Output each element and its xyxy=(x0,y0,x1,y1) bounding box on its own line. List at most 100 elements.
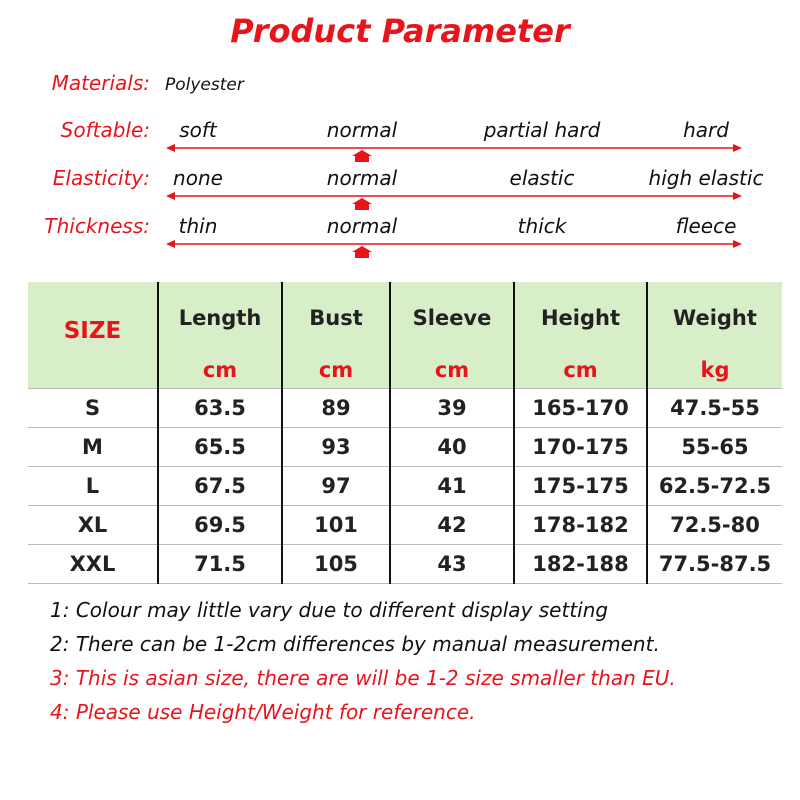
cell: 40 xyxy=(389,427,514,467)
scale-label: Softable: xyxy=(60,118,150,142)
scale-option: fleece xyxy=(675,214,737,238)
cell-text: M xyxy=(82,435,103,459)
cell: 43 xyxy=(389,544,514,584)
marker xyxy=(352,150,372,162)
cell-text: 165-170 xyxy=(532,396,629,420)
cell-text: 40 xyxy=(437,435,467,459)
note: 4: Please use Height/Weight for referenc… xyxy=(50,700,476,724)
header-cell: Sleeve xyxy=(412,306,492,330)
unit-cell: cm xyxy=(563,358,598,382)
scale-label: Thickness: xyxy=(44,214,150,238)
row: S 63.5 89 39 165-170 47.5-55 xyxy=(28,388,782,428)
cell: 170-175 xyxy=(513,427,647,467)
note: 2: There can be 1-2cm differences by man… xyxy=(50,632,660,656)
title: Product Parameter xyxy=(230,12,570,50)
header-row: SIZE Length cm Bust cm Sleeve cm Height cm Weight… xyxy=(28,282,782,389)
cell-text: 47.5-55 xyxy=(670,396,760,420)
cell-text: 178-182 xyxy=(532,513,629,537)
cell: 165-170 xyxy=(513,388,647,428)
cell: 97 xyxy=(281,466,390,506)
scale-option: high elastic xyxy=(648,166,764,190)
header-cell: Length xyxy=(178,306,262,330)
cell-text: 69.5 xyxy=(194,513,246,537)
cell-text: 182-188 xyxy=(532,552,629,576)
row: XXL 71.5 105 43 182-188 77.5-87.5 xyxy=(28,544,782,584)
cell: 182-188 xyxy=(513,544,647,584)
unit-cell: cm xyxy=(202,358,238,382)
scale-option: thick xyxy=(517,214,567,238)
cell: XXL xyxy=(28,544,158,584)
materials-label: Materials: xyxy=(51,71,150,95)
unit-cell: kg xyxy=(700,358,730,382)
cell: 105 xyxy=(281,544,390,584)
cell-text: 97 xyxy=(321,474,351,498)
cell-text: XXL xyxy=(69,552,116,576)
cell-text: 39 xyxy=(437,396,467,420)
cell-text: S xyxy=(84,396,101,420)
cell: 67.5 xyxy=(157,466,282,506)
scale-option: soft xyxy=(179,118,217,142)
cell: 93 xyxy=(281,427,390,467)
cell-text: L xyxy=(85,474,100,498)
unit-cell: cm xyxy=(318,358,354,382)
row: M 65.5 93 40 170-175 55-65 xyxy=(28,427,782,467)
cell-text: 101 xyxy=(314,513,358,537)
cell: 41 xyxy=(389,466,514,506)
cell-text: 65.5 xyxy=(194,435,246,459)
scale-label: Elasticity: xyxy=(52,166,150,190)
cell: M xyxy=(28,427,158,467)
cell: 89 xyxy=(281,388,390,428)
scale-lines xyxy=(166,144,742,258)
cell: 65.5 xyxy=(157,427,282,467)
cell: 55-65 xyxy=(646,427,782,467)
header-cell: SIZE xyxy=(63,318,122,344)
cell: 42 xyxy=(389,505,514,545)
materials-value: Polyester xyxy=(165,75,244,95)
scale-option: partial hard xyxy=(483,118,601,142)
header-cell: Weight xyxy=(673,306,757,330)
cell: L xyxy=(28,466,158,506)
cell-text: 170-175 xyxy=(532,435,629,459)
cell-text: 89 xyxy=(321,396,351,420)
cell: Sleeve cm xyxy=(389,282,514,389)
cell-text: 62.5-72.5 xyxy=(658,474,772,498)
cell: Height cm xyxy=(513,282,647,389)
marker xyxy=(352,198,372,210)
cell-text: 77.5-87.5 xyxy=(658,552,772,576)
cell: 77.5-87.5 xyxy=(646,544,782,584)
scale-option: normal xyxy=(326,214,398,238)
scale-option: elastic xyxy=(509,166,575,190)
row: XL 69.5 101 42 178-182 72.5-80 xyxy=(28,505,782,545)
cell-text: 41 xyxy=(437,474,467,498)
cell: 71.5 xyxy=(157,544,282,584)
cell-text: 93 xyxy=(321,435,351,459)
cell-text: 105 xyxy=(314,552,358,576)
header-cell: Height xyxy=(540,306,621,330)
cell: 101 xyxy=(281,505,390,545)
cell-text: 72.5-80 xyxy=(670,513,760,537)
cell: 63.5 xyxy=(157,388,282,428)
cell: 178-182 xyxy=(513,505,647,545)
scale-option: thin xyxy=(178,214,218,238)
cell-text: 63.5 xyxy=(194,396,246,420)
cell: Length cm xyxy=(157,282,282,389)
cell-text: 71.5 xyxy=(194,552,246,576)
cell-text: XL xyxy=(77,513,108,537)
cell-text: 43 xyxy=(437,552,467,576)
scale-option: none xyxy=(173,166,223,190)
cell: 39 xyxy=(389,388,514,428)
cell: Bust cm xyxy=(281,282,390,389)
cell: 62.5-72.5 xyxy=(646,466,782,506)
marker xyxy=(352,246,372,258)
scale-option: normal xyxy=(326,166,398,190)
cell-text: 67.5 xyxy=(194,474,246,498)
cell: SIZE xyxy=(28,282,158,389)
cell: Weight kg xyxy=(646,282,782,389)
note: 3: This is asian size, there are will be… xyxy=(50,666,676,690)
cell: 47.5-55 xyxy=(646,388,782,428)
row: L 67.5 97 41 175-175 62.5-72.5 xyxy=(28,466,782,506)
header-cell: Bust xyxy=(309,306,363,330)
note: 1: Colour may little vary due to differe… xyxy=(50,598,609,622)
unit-cell: cm xyxy=(434,358,470,382)
